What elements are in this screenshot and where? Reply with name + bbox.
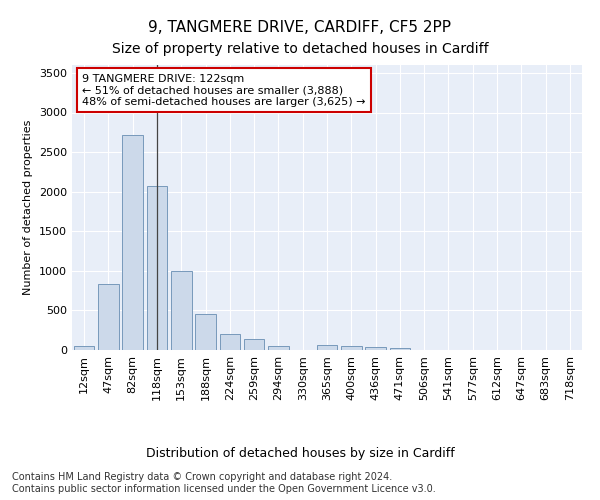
Bar	[244, 338, 265, 350]
Text: Distribution of detached houses by size in Cardiff: Distribution of detached houses by size …	[146, 447, 454, 460]
Text: Contains HM Land Registry data © Crown copyright and database right 2024.
Contai: Contains HM Land Registry data © Crown c…	[12, 472, 436, 494]
Bar	[341, 346, 362, 350]
Bar	[389, 348, 410, 350]
Bar	[171, 271, 191, 350]
Text: 9 TANGMERE DRIVE: 122sqm
← 51% of detached houses are smaller (3,888)
48% of sem: 9 TANGMERE DRIVE: 122sqm ← 51% of detach…	[82, 74, 366, 107]
Bar	[268, 346, 289, 350]
Bar	[195, 314, 216, 350]
Text: 9, TANGMERE DRIVE, CARDIFF, CF5 2PP: 9, TANGMERE DRIVE, CARDIFF, CF5 2PP	[149, 20, 452, 35]
Bar	[146, 186, 167, 350]
Y-axis label: Number of detached properties: Number of detached properties	[23, 120, 34, 295]
Bar	[98, 284, 119, 350]
Text: Size of property relative to detached houses in Cardiff: Size of property relative to detached ho…	[112, 42, 488, 56]
Bar	[122, 134, 143, 350]
Bar	[74, 346, 94, 350]
Bar	[317, 346, 337, 350]
Bar	[365, 347, 386, 350]
Bar	[220, 334, 240, 350]
